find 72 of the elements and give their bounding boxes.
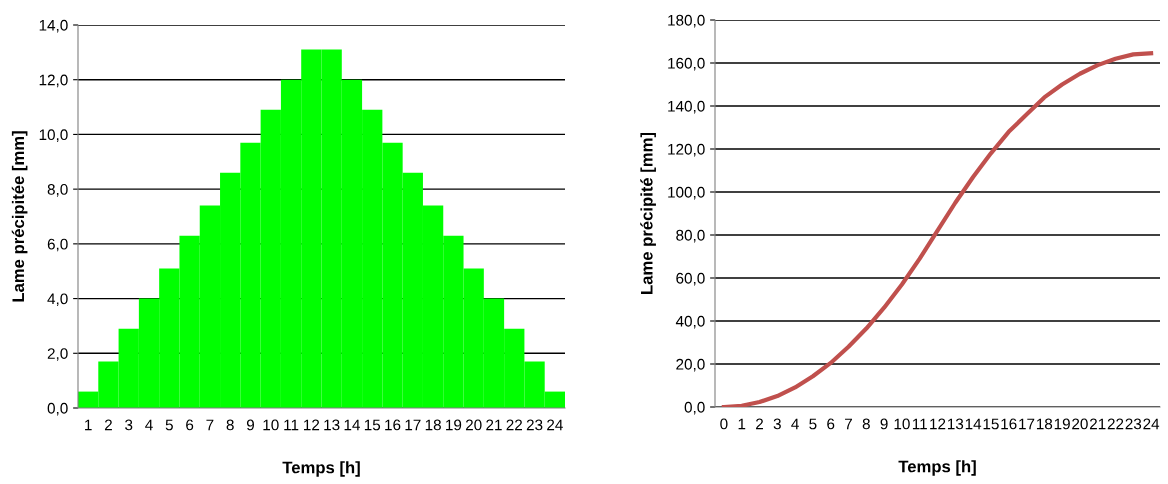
x-tick-label: 18 [425, 419, 441, 431]
x-tick-label: 10 [263, 419, 279, 431]
x-tick-label: 16 [1001, 418, 1017, 430]
x-tick-label: 1 [738, 418, 746, 430]
x-tick-label: 6 [827, 418, 835, 430]
x-tick-label: 11 [912, 418, 927, 430]
x-tick-label: 19 [1054, 418, 1070, 430]
x-tick-label: 10 [894, 418, 910, 430]
y-tick-label: 0,0 [684, 401, 705, 415]
y-tick-label: 60,0 [676, 272, 705, 286]
x-tick-label: 9 [246, 419, 254, 431]
x-axis-title: Temps [h] [282, 461, 360, 477]
x-tick-label: 15 [364, 419, 381, 431]
x-tick-label: 21 [486, 419, 502, 431]
x-tick-label: 4 [145, 419, 153, 431]
x-tick-label: 14 [965, 418, 982, 430]
x-tick-label: 22 [506, 419, 522, 431]
x-tick-label: 1 [85, 419, 92, 431]
x-tick-label: 13 [324, 419, 340, 431]
y-tick-label: 80,0 [676, 229, 705, 243]
y-tick-label: 2,0 [47, 348, 68, 361]
y-tick-label: 0,0 [47, 402, 68, 416]
y-axis-title: Lame précipité [mm] [640, 132, 656, 294]
x-tick-label: 12 [304, 419, 320, 431]
x-tick-label: 17 [405, 419, 421, 431]
y-tick-label: 20,0 [676, 358, 705, 372]
y-tick-label: 120,0 [668, 143, 705, 157]
x-tick-label: 16 [385, 419, 401, 431]
x-axis-title: Temps [h] [898, 460, 976, 476]
x-tick-label: 24 [547, 419, 563, 431]
x-tick-label: 3 [773, 418, 781, 430]
x-tick-label: 0 [720, 418, 728, 430]
x-tick-label: 8 [226, 419, 234, 431]
x-tick-label: 7 [206, 419, 214, 431]
y-tick-label: 6,0 [47, 238, 68, 252]
y-tick-label: 4,0 [47, 293, 68, 307]
y-tick-label: 8,0 [47, 184, 68, 197]
x-tick-label: 22 [1107, 418, 1124, 430]
x-tick-label: 23 [1125, 418, 1142, 430]
x-tick-label: 3 [125, 419, 133, 431]
y-tick-label: 160,0 [668, 57, 705, 71]
x-tick-label: 18 [1036, 418, 1053, 430]
y-tick-label: 14,0 [39, 19, 68, 33]
y-tick-label: 10,0 [39, 129, 68, 142]
y-tick-label: 40,0 [675, 315, 705, 329]
x-tick-label: 8 [862, 418, 870, 430]
x-tick-label: 7 [845, 418, 852, 430]
y-tick-label: 180,0 [668, 14, 705, 28]
x-tick-label: 23 [526, 419, 543, 431]
x-tick-label: 13 [947, 418, 964, 430]
x-tick-label: 12 [930, 418, 946, 430]
x-tick-label: 2 [756, 418, 763, 430]
x-tick-label: 6 [186, 419, 194, 431]
x-tick-label: 5 [809, 418, 817, 430]
x-tick-label: 9 [880, 418, 888, 430]
line-series [721, 51, 1154, 407]
y-axis-title: Lame précipitée [mm] [11, 131, 28, 302]
x-tick-label: 5 [165, 419, 173, 431]
x-tick-label: 4 [791, 418, 799, 430]
y-tick-label: 12,0 [39, 74, 68, 88]
x-tick-label: 2 [104, 419, 112, 431]
x-tick-label: 20 [1072, 418, 1088, 430]
x-tick-label: 19 [446, 419, 462, 431]
x-tick-label: 14 [344, 419, 360, 431]
x-tick-label: 24 [1143, 418, 1160, 430]
x-tick-label: 21 [1089, 418, 1106, 430]
x-tick-label: 20 [465, 419, 482, 431]
y-tick-label: 140,0 [668, 100, 705, 114]
x-tick-label: 15 [983, 418, 999, 430]
y-tick-label: 100,0 [668, 186, 705, 200]
x-tick-label: 17 [1019, 418, 1035, 430]
x-tick-label: 11 [284, 419, 299, 431]
